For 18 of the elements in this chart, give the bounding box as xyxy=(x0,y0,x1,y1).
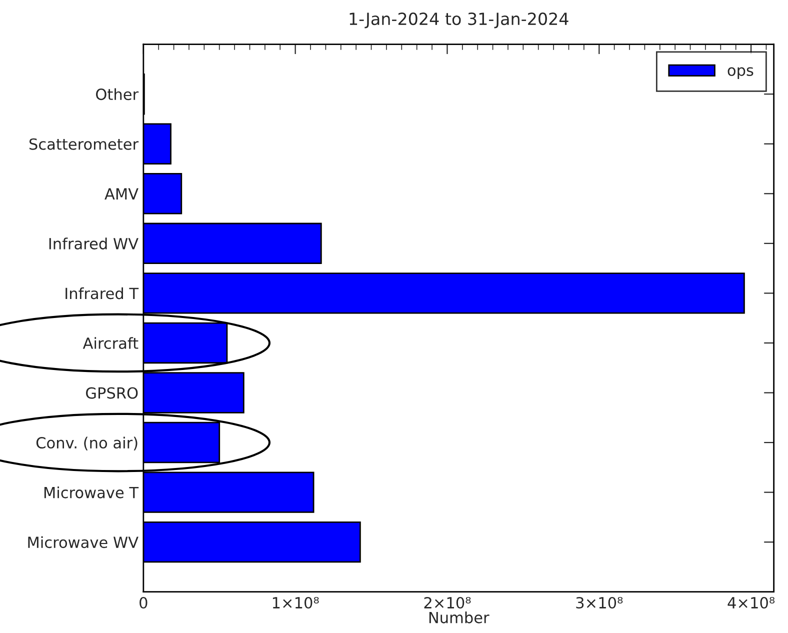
y-tick-label: Microwave T xyxy=(44,486,139,498)
y-tick-label: GPSRO xyxy=(86,387,138,399)
y-tick-label: AMV xyxy=(104,188,138,200)
y-tick-label: Infrared WV xyxy=(49,238,138,250)
y-tick-label: Infrared T xyxy=(66,287,139,300)
y-tick-label: Aircraft xyxy=(82,337,138,349)
y-tick-label: Microwave WV xyxy=(28,536,138,548)
y-tick-label: Scatterometer xyxy=(29,138,139,150)
x-tick-label: 4×10⁸ xyxy=(728,596,775,609)
y-tick-label: Other xyxy=(96,88,139,100)
x-axis-title: Number xyxy=(429,612,490,624)
x-tick-label: 3×10⁸ xyxy=(576,596,623,609)
y-tick-label: Conv. (no air) xyxy=(36,436,138,450)
legend-label: ops xyxy=(728,67,754,79)
x-tick-label: 2×10⁸ xyxy=(424,596,471,609)
chart-title: 1-Jan-2024 to 31-Jan-2024 xyxy=(350,12,568,28)
x-tick-label: 1×10⁸ xyxy=(272,596,319,609)
x-tick-label: 0 xyxy=(140,596,148,609)
